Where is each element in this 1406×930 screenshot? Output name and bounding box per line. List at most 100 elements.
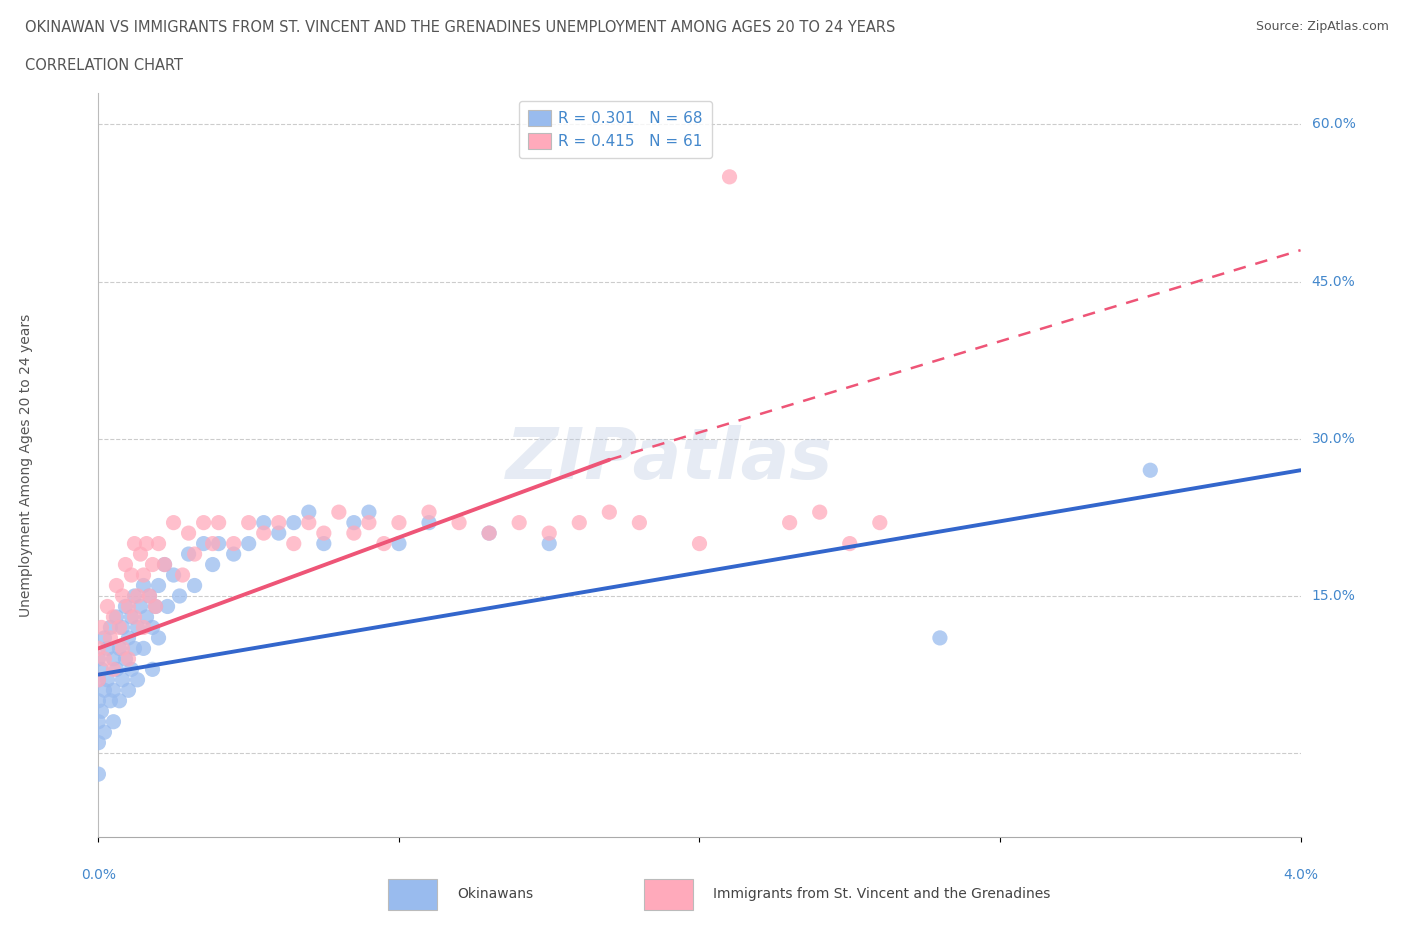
Point <box>328 505 350 520</box>
Point <box>357 505 380 520</box>
Point <box>96 672 118 687</box>
Point <box>132 578 155 593</box>
Point <box>298 515 321 530</box>
Point <box>93 683 115 698</box>
Point <box>153 557 176 572</box>
Point <box>105 578 128 593</box>
Point <box>222 547 245 562</box>
Point <box>103 683 125 698</box>
Point <box>141 620 163 635</box>
Text: Source: ZipAtlas.com: Source: ZipAtlas.com <box>1256 20 1389 33</box>
Text: 30.0%: 30.0% <box>1312 432 1355 445</box>
Point <box>177 547 200 562</box>
Point <box>148 631 170 645</box>
Point <box>628 515 651 530</box>
Point <box>388 515 411 530</box>
Point <box>111 589 134 604</box>
Point <box>1139 463 1161 478</box>
Point <box>568 515 591 530</box>
Point <box>138 589 160 604</box>
Text: OKINAWAN VS IMMIGRANTS FROM ST. VINCENT AND THE GRENADINES UNEMPLOYMENT AMONG AG: OKINAWAN VS IMMIGRANTS FROM ST. VINCENT … <box>25 20 896 35</box>
Point <box>127 589 149 604</box>
Point <box>238 515 260 530</box>
Point <box>114 651 136 666</box>
Point <box>100 631 122 645</box>
Point <box>298 505 321 520</box>
Point <box>93 651 115 666</box>
Point <box>93 724 115 739</box>
Text: Immigrants from St. Vincent and the Grenadines: Immigrants from St. Vincent and the Gren… <box>713 887 1050 901</box>
Point <box>114 557 136 572</box>
Text: 0.0%: 0.0% <box>82 868 115 882</box>
FancyBboxPatch shape <box>388 879 437 910</box>
Point <box>132 620 155 635</box>
Point <box>312 525 335 540</box>
Point <box>478 525 501 540</box>
Point <box>779 515 801 530</box>
Text: 4.0%: 4.0% <box>1284 868 1317 882</box>
Point <box>141 662 163 677</box>
Point <box>124 609 146 624</box>
Point <box>267 515 290 530</box>
Point <box>103 651 125 666</box>
Point <box>145 599 167 614</box>
Point <box>148 537 170 551</box>
Point <box>162 515 184 530</box>
Point <box>117 599 139 614</box>
Point <box>124 641 146 656</box>
Point <box>156 599 179 614</box>
Point <box>283 515 305 530</box>
Point <box>177 525 200 540</box>
Point <box>538 525 561 540</box>
Point <box>267 525 290 540</box>
Point <box>105 662 128 677</box>
Point <box>253 515 276 530</box>
Point <box>928 631 950 645</box>
Point <box>132 567 155 582</box>
Point <box>357 515 380 530</box>
Point <box>90 620 112 635</box>
Point <box>129 599 152 614</box>
Point <box>87 766 110 781</box>
Legend: R = 0.301   N = 68, R = 0.415   N = 61: R = 0.301 N = 68, R = 0.415 N = 61 <box>519 100 711 158</box>
Point <box>87 714 110 729</box>
Point <box>129 547 152 562</box>
Point <box>718 169 741 184</box>
Point <box>598 505 620 520</box>
Point <box>238 537 260 551</box>
Point <box>183 547 205 562</box>
Point <box>90 662 112 677</box>
Point <box>208 515 231 530</box>
Point <box>96 641 118 656</box>
Point <box>183 578 205 593</box>
Point <box>117 631 139 645</box>
Point <box>201 537 224 551</box>
Point <box>193 537 215 551</box>
Point <box>388 537 411 551</box>
Point <box>93 631 115 645</box>
FancyBboxPatch shape <box>644 879 693 910</box>
Text: 45.0%: 45.0% <box>1312 274 1355 288</box>
Point <box>127 620 149 635</box>
Point <box>162 567 184 582</box>
Text: CORRELATION CHART: CORRELATION CHART <box>25 58 183 73</box>
Point <box>538 537 561 551</box>
Point <box>124 537 146 551</box>
Point <box>87 651 110 666</box>
Point <box>87 672 110 687</box>
Point <box>688 537 710 551</box>
Point <box>138 589 160 604</box>
Point <box>117 683 139 698</box>
Point <box>124 589 146 604</box>
Point <box>148 578 170 593</box>
Point <box>111 672 134 687</box>
Point <box>108 694 131 709</box>
Point <box>418 505 440 520</box>
Point <box>90 704 112 719</box>
Point <box>838 537 860 551</box>
Point <box>111 641 134 656</box>
Point <box>808 505 831 520</box>
Point <box>87 736 110 751</box>
Point <box>114 599 136 614</box>
Point <box>145 599 167 614</box>
